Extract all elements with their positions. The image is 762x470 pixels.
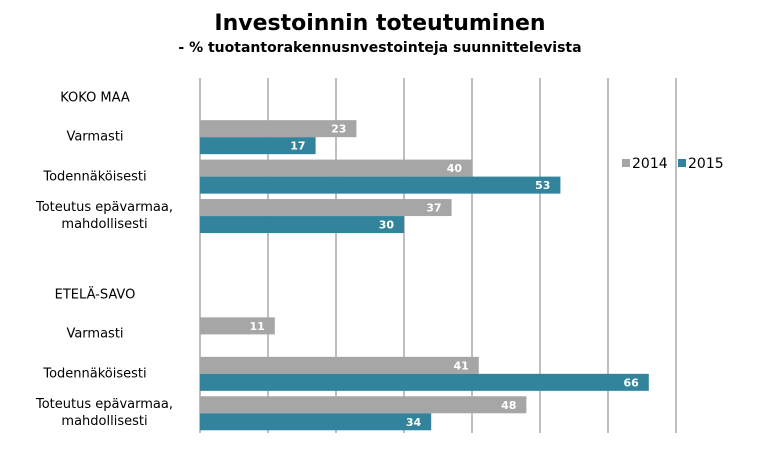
legend-label: 2015 [688, 156, 724, 172]
value-label: 34 [406, 416, 422, 429]
legend-swatch [622, 159, 630, 167]
bar [200, 396, 527, 414]
value-label: 23 [331, 123, 346, 136]
category-label: Varmasti [66, 129, 124, 145]
category-label: Todennäköisesti [43, 169, 147, 185]
value-label: 48 [501, 399, 516, 412]
category-label: Toteutus epävarmaa, mahdollisesti [36, 397, 173, 430]
value-label: 53 [535, 179, 550, 192]
value-label: 11 [249, 320, 264, 333]
bar [200, 373, 649, 391]
category-label: ETELÄ-SAVO [54, 287, 136, 303]
category-label: KOKO MAA [60, 90, 130, 106]
bar [200, 216, 404, 234]
bar [200, 137, 316, 155]
bar [200, 356, 479, 374]
bar [200, 120, 357, 138]
bar [200, 413, 432, 431]
category-label: Varmasti [66, 326, 124, 342]
legend-swatch [678, 159, 686, 167]
value-label: 37 [426, 202, 441, 215]
category-label: Todennäköisesti [43, 366, 147, 382]
value-label: 17 [290, 140, 305, 153]
category-label: Toteutus epävarmaa, mahdollisesti [36, 200, 173, 233]
bar [200, 176, 561, 194]
value-label: 41 [453, 359, 468, 372]
bar [200, 199, 452, 217]
value-label: 66 [623, 376, 639, 389]
value-label: 30 [379, 219, 395, 232]
chart-title: Investoinnin toteutuminen [214, 11, 545, 36]
legend-label: 2014 [632, 156, 668, 172]
value-label: 40 [447, 162, 463, 175]
bar [200, 159, 472, 177]
bar [200, 317, 275, 335]
chart-subtitle: - % tuotantorakennusnvestointeja suunnit… [178, 40, 581, 56]
